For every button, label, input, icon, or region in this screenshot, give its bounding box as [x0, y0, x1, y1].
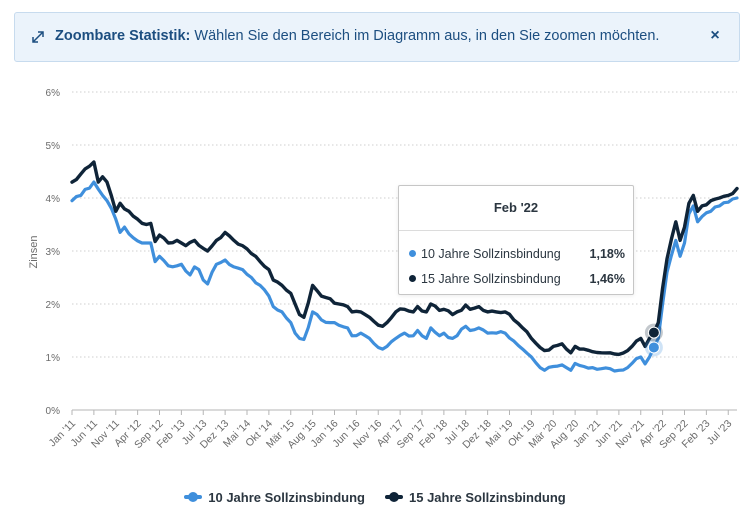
- tooltip-row-label: 15 Jahre Sollzinsbindung: [421, 272, 561, 286]
- tooltip-row-value: 1,46%: [589, 272, 625, 286]
- y-tick-label: 0%: [46, 406, 61, 417]
- tooltip-row-label: 10 Jahre Sollzinsbindung: [421, 247, 561, 261]
- tooltip-row-10y: 10 Jahre Sollzinsbindung 1,18%: [409, 245, 625, 263]
- chart-markers: [644, 323, 663, 357]
- y-tick-label: 6%: [46, 88, 61, 99]
- y-tick-label: 1%: [46, 353, 61, 364]
- y-tick-label: 2%: [46, 300, 61, 311]
- y-tick-label: 5%: [46, 141, 61, 152]
- zoom-banner: Zoombare Statistik: Wählen Sie den Berei…: [14, 12, 740, 62]
- chart-legend: 10 Jahre Sollzinsbindung 15 Jahre Sollzi…: [0, 486, 750, 508]
- legend-label: 10 Jahre Sollzinsbindung: [208, 489, 365, 505]
- tooltip-row-15y: 15 Jahre Sollzinsbindung 1,46%: [409, 270, 625, 288]
- chart-tooltip: Feb '22 10 Jahre Sollzinsbindung 1,18% 1…: [398, 185, 634, 295]
- close-button[interactable]: ×: [710, 27, 720, 44]
- series-dot-icon: [409, 275, 416, 283]
- y-tick-label: 4%: [46, 194, 61, 205]
- legend-item-15y[interactable]: 15 Jahre Sollzinsbindung: [385, 490, 566, 505]
- legend-item-10y[interactable]: 10 Jahre Sollzinsbindung: [184, 490, 365, 505]
- banner-title: Zoombare Statistik:: [55, 28, 191, 44]
- y-axis-label: Zinsen: [28, 235, 40, 268]
- series-dot-icon: [409, 250, 416, 258]
- hover-point: [647, 326, 660, 339]
- chart-series: [70, 160, 739, 373]
- x-tick-label: Jul '23: [705, 418, 735, 448]
- banner-text: Zoombare Statistik: Wählen Sie den Berei…: [55, 28, 659, 44]
- tooltip-row-value: 1,18%: [589, 247, 625, 261]
- hover-point: [647, 341, 660, 354]
- expand-icon: [32, 31, 44, 43]
- y-tick-label: 3%: [46, 247, 61, 258]
- legend-swatch-icon: [184, 492, 203, 502]
- banner-message: Wählen Sie den Bereich im Diagramm aus, …: [194, 28, 660, 44]
- series-line-10y: [70, 180, 739, 373]
- legend-label: 15 Jahre Sollzinsbindung: [409, 489, 566, 505]
- series-line-15y: [70, 160, 739, 357]
- tooltip-title: Feb '22: [399, 186, 633, 231]
- y-axis-ticks: 0% 1% 2% 3% 4% 5% 6%: [46, 88, 61, 417]
- legend-swatch-icon: [385, 492, 403, 502]
